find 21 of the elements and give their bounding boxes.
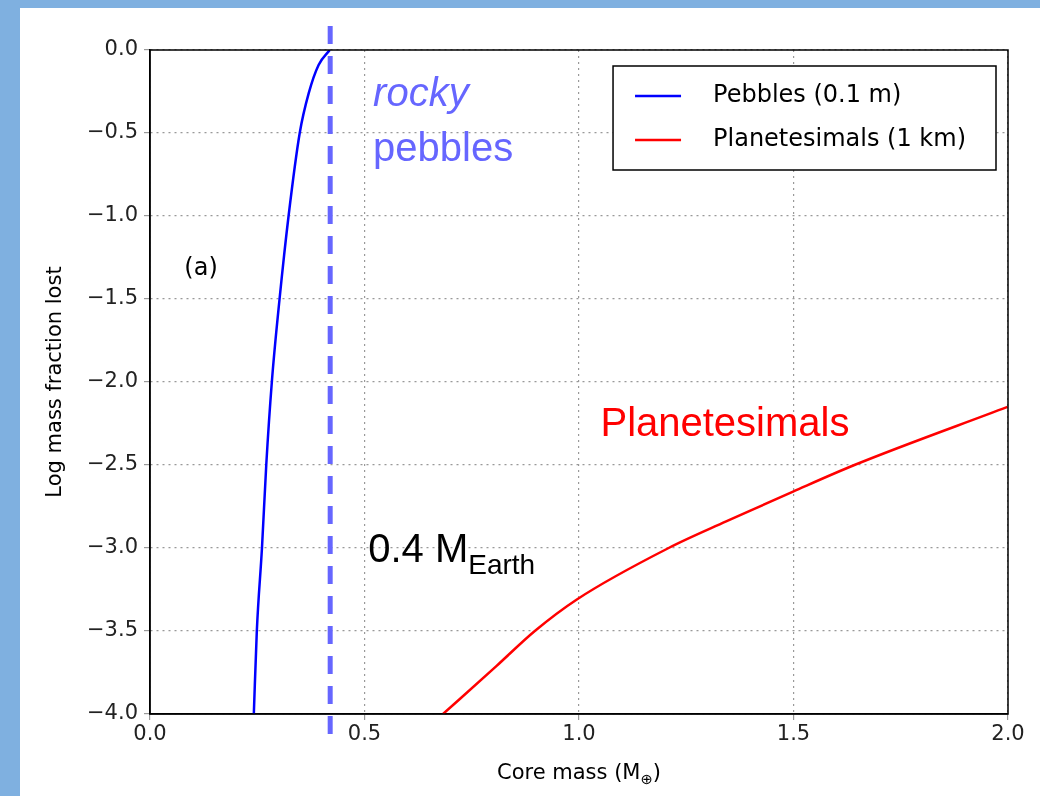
- y-tick-label: −3.0: [87, 534, 138, 559]
- y-tick-label: −1.0: [87, 202, 138, 227]
- annotation: Planetesimals: [600, 400, 850, 445]
- x-tick-label: 0.5: [347, 721, 382, 746]
- y-tick-label: −3.5: [87, 617, 138, 642]
- x-tick-label: 1.0: [562, 721, 596, 746]
- y-tick-label: −0.5: [87, 119, 138, 144]
- y-tick-label: −2.0: [87, 368, 138, 393]
- x-tick-label: 1.5: [776, 721, 811, 746]
- y-tick-label: −1.5: [87, 285, 138, 310]
- annotation: (a): [184, 253, 218, 282]
- x-tick-label: 2.0: [991, 721, 1025, 746]
- legend-label: Pebbles (0.1 m): [713, 80, 902, 109]
- x-axis-title: Core mass (M⊕): [497, 760, 661, 788]
- annotation: pebbles: [373, 124, 514, 169]
- annotation: rocky: [373, 69, 472, 114]
- legend-label: Planetesimals (1 km): [713, 124, 967, 153]
- y-tick-label: −2.5: [87, 451, 138, 476]
- y-tick-label: 0.0: [104, 36, 138, 61]
- y-axis-title: Log mass fraction lost: [42, 266, 67, 498]
- line-series: [252, 50, 331, 714]
